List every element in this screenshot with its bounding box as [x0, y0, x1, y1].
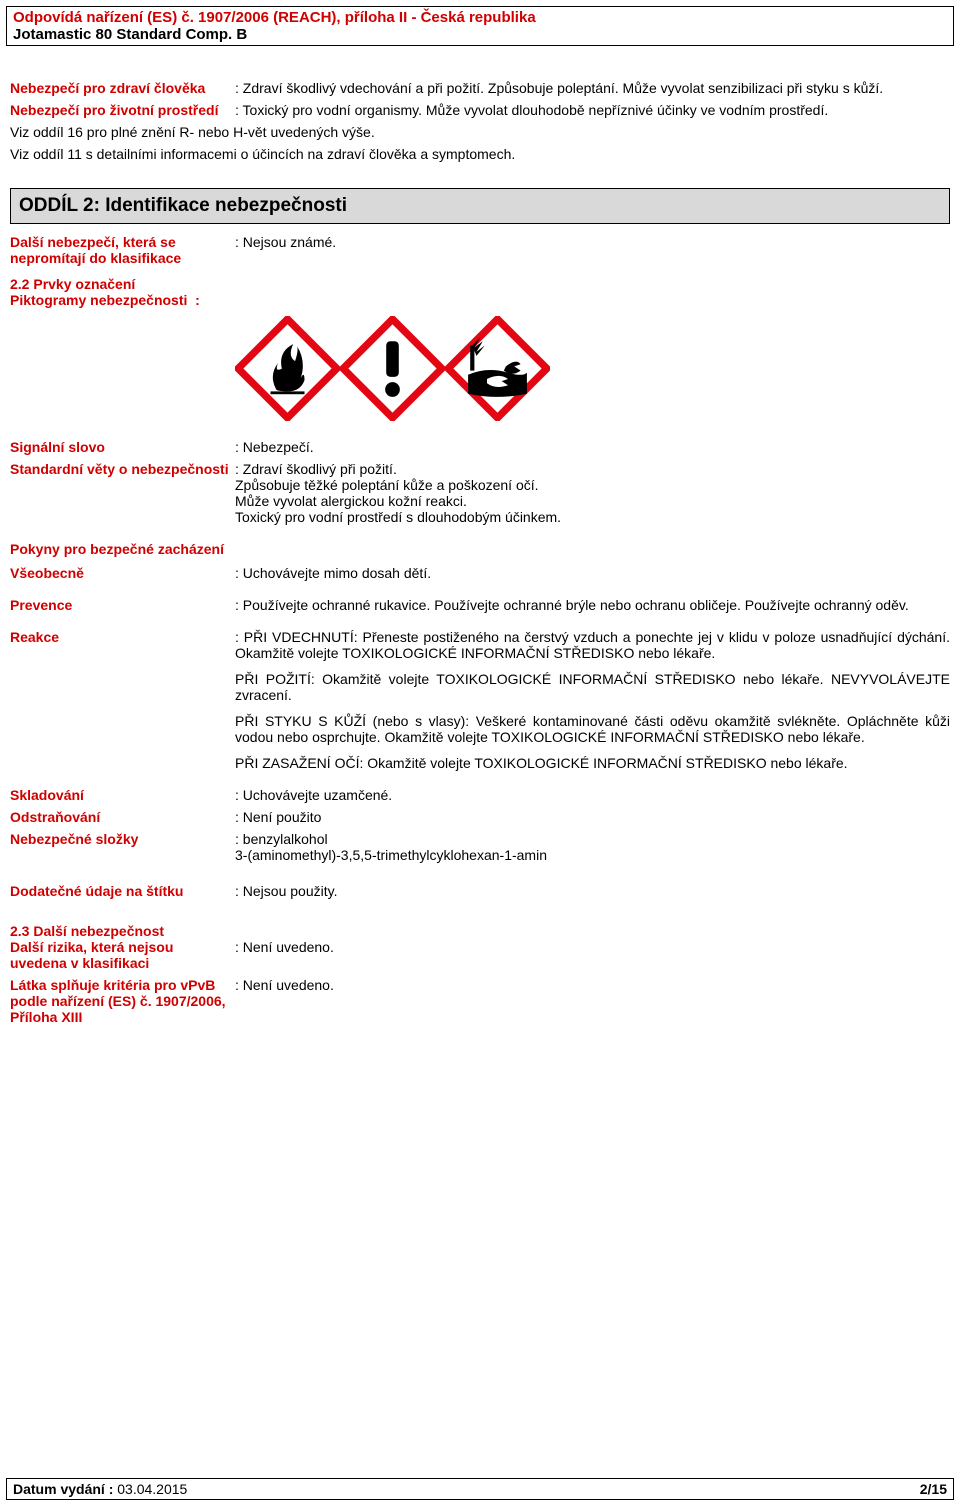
signal-word-label: Signální slovo [10, 439, 235, 455]
components-label: Nebezpečné složky [10, 831, 235, 863]
pictograms-row: Piktogramy nebezpečnosti : [10, 292, 950, 308]
components-row: Nebezpečné složky benzylalkohol 3-(amino… [10, 831, 950, 863]
pictograms-container [235, 316, 950, 421]
env-hazard-label: Nebezpečí pro životní prostředí [10, 102, 235, 118]
disposal-value: Není použito [235, 809, 950, 825]
other-risks-row: Další rizika, která nejsou uvedena v kla… [10, 939, 950, 971]
signal-word-value: Nebezpečí. [235, 439, 950, 455]
regulation-title: Odpovídá nařízení (ES) č. 1907/2006 (REA… [13, 9, 947, 26]
general-label: Všeobecně [10, 565, 235, 581]
ghs-flame-icon [235, 316, 340, 421]
reaction-label: Reakce [10, 629, 235, 781]
subsection-2-3: 2.3 Další nebezpečnost [10, 923, 950, 939]
subsection-2-2: 2.2 Prvky označení [10, 276, 950, 292]
note-section11: Viz oddíl 11 s detailními informacemi o … [10, 146, 950, 162]
product-name: Jotamastic 80 Standard Comp. B [13, 26, 947, 43]
components-value: benzylalkohol 3-(aminomethyl)-3,5,5-trim… [235, 831, 950, 863]
hazard-statements-row: Standardní věty o nebezpečnosti Zdraví š… [10, 461, 950, 525]
ghs-exclamation-icon [340, 316, 445, 421]
vpvb-row: Látka splňuje kritéria pro vPvB podle na… [10, 977, 950, 1025]
hazard-statements-label: Standardní věty o nebezpečnosti [10, 461, 235, 525]
env-hazard-value: Toxický pro vodní organismy. Může vyvola… [235, 102, 950, 118]
footer-page: 2/15 [920, 1481, 947, 1497]
vpvb-value: Není uvedeno. [235, 977, 950, 1025]
other-hazards-label: Další nebezpečí, která se nepromítají do… [10, 234, 235, 266]
prevention-row: Prevence Používejte ochranné rukavice. P… [10, 597, 950, 613]
pictograms-label: Piktogramy nebezpečnosti : [10, 292, 235, 308]
precautions-header: Pokyny pro bezpečné zacházení [10, 541, 950, 557]
header-box: Odpovídá nařízení (ES) č. 1907/2006 (REA… [6, 6, 954, 46]
general-row: Všeobecně Uchovávejte mimo dosah dětí. [10, 565, 950, 581]
footer-box: Datum vydání : 03.04.2015 2/15 [6, 1478, 954, 1500]
reaction-value: : PŘI VDECHNUTÍ: Přeneste postiženého na… [235, 629, 950, 781]
disposal-row: Odstraňování Není použito [10, 809, 950, 825]
vpvb-label: Látka splňuje kritéria pro vPvB podle na… [10, 977, 235, 1025]
general-value: Uchovávejte mimo dosah dětí. [235, 565, 950, 581]
signal-word-row: Signální slovo Nebezpečí. [10, 439, 950, 455]
additional-label: Dodatečné údaje na štítku [10, 883, 235, 899]
health-hazard-value: Zdraví škodlivý vdechování a při požití.… [235, 80, 950, 96]
other-risks-label: Další rizika, která nejsou uvedena v kla… [10, 939, 235, 971]
other-risks-value: Není uvedeno. [235, 939, 950, 971]
storage-label: Skladování [10, 787, 235, 803]
ghs-environment-icon [445, 316, 550, 421]
storage-row: Skladování Uchovávejte uzamčené. [10, 787, 950, 803]
reaction-skin: PŘI STYKU S KŮŽÍ (nebo s vlasy): Veškeré… [235, 713, 950, 745]
additional-value: Nejsou použity. [235, 883, 950, 899]
disposal-label: Odstraňování [10, 809, 235, 825]
health-hazard-row: Nebezpečí pro zdraví člověka Zdraví škod… [10, 80, 950, 96]
hazard-statements-value: Zdraví škodlivý při požití. Způsobuje tě… [235, 461, 950, 525]
reaction-ingestion: PŘI POŽITÍ: Okamžitě volejte TOXIKOLOGIC… [235, 671, 950, 703]
footer-date: Datum vydání : 03.04.2015 [13, 1481, 187, 1497]
env-hazard-row: Nebezpečí pro životní prostředí Toxický … [10, 102, 950, 118]
health-hazard-label: Nebezpečí pro zdraví člověka [10, 80, 235, 96]
reaction-eyes: PŘI ZASAŽENÍ OČÍ: Okamžitě volejte TOXIK… [235, 755, 950, 771]
additional-label-row: Dodatečné údaje na štítku Nejsou použity… [10, 883, 950, 899]
reaction-row: Reakce : PŘI VDECHNUTÍ: Přeneste postiže… [10, 629, 950, 781]
other-hazards-row: Další nebezpečí, která se nepromítají do… [10, 234, 950, 266]
other-hazards-value: Nejsou známé. [235, 234, 950, 266]
section2-title: ODDÍL 2: Identifikace nebezpečnosti [10, 188, 950, 224]
note-section16: Viz oddíl 16 pro plné znění R- nebo H-vě… [10, 124, 950, 140]
reaction-inhalation: : PŘI VDECHNUTÍ: Přeneste postiženého na… [235, 629, 950, 661]
prevention-label: Prevence [10, 597, 235, 613]
prevention-value: Používejte ochranné rukavice. Používejte… [235, 597, 950, 613]
storage-value: Uchovávejte uzamčené. [235, 787, 950, 803]
